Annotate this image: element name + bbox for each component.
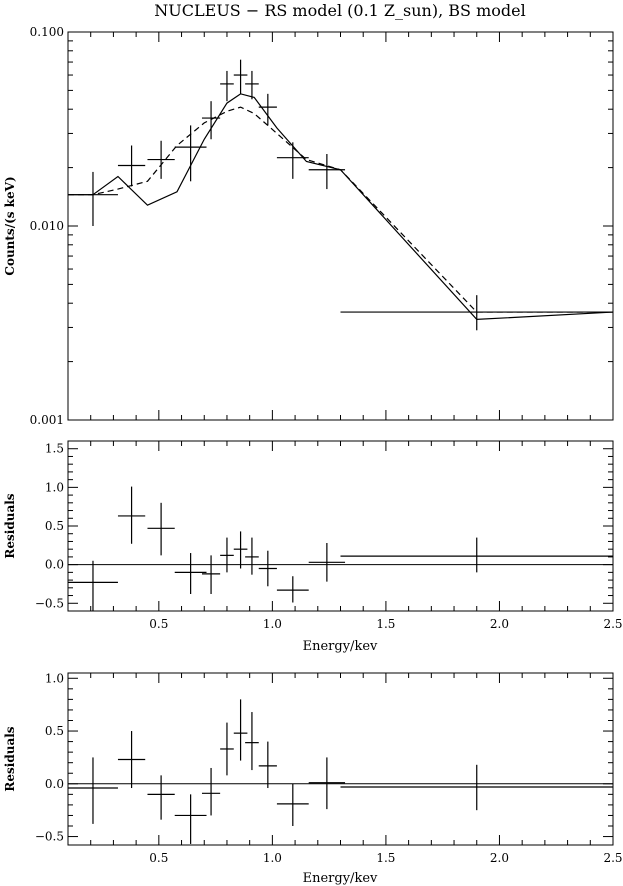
x-tick-label: 1.0 bbox=[263, 851, 282, 865]
data-point bbox=[308, 154, 346, 190]
data-point bbox=[276, 783, 309, 827]
data-point bbox=[68, 560, 118, 611]
y-tick-label: 0.5 bbox=[45, 724, 64, 738]
x-tick-label: 2.5 bbox=[603, 617, 622, 631]
x-tick-label: 0.5 bbox=[149, 851, 168, 865]
residuals-1-data-points bbox=[68, 486, 613, 611]
model-line-dashed bbox=[68, 106, 613, 313]
data-point bbox=[117, 145, 146, 187]
data-point bbox=[147, 775, 175, 820]
residuals-2-data-points bbox=[68, 699, 613, 844]
y-tick-label: 1.5 bbox=[45, 442, 64, 456]
data-point bbox=[201, 767, 221, 816]
x-tick-label: 0.5 bbox=[149, 617, 168, 631]
spectrum-ticks: 0.100 0.010 0.001 bbox=[30, 25, 613, 427]
spectrum-plot-frame bbox=[67, 31, 614, 421]
data-point bbox=[220, 722, 234, 776]
data-point bbox=[340, 537, 613, 573]
x-tick-label: 1.5 bbox=[376, 851, 395, 865]
data-point bbox=[258, 550, 277, 587]
data-point bbox=[117, 731, 146, 789]
x-tick-label: 2.5 bbox=[603, 851, 622, 865]
data-point bbox=[147, 140, 175, 179]
data-point bbox=[174, 553, 207, 594]
residuals-2-y-axis-label: Residuals bbox=[3, 726, 17, 791]
data-point bbox=[308, 757, 346, 810]
data-point bbox=[308, 543, 346, 582]
residuals-1-x-axis-label: Energy/kev bbox=[303, 639, 378, 654]
residuals-1-y-axis-label: Residuals bbox=[3, 493, 17, 558]
y-tick-label: 1.0 bbox=[45, 480, 64, 494]
data-point bbox=[201, 555, 221, 594]
y-tick-label: 1.0 bbox=[45, 671, 64, 685]
chart-title: NUCLEUS − RS model (0.1 Z_sun), BS model bbox=[154, 1, 525, 20]
y-tick-label: 0.0 bbox=[45, 777, 64, 791]
y-tick-label: 0.5 bbox=[45, 519, 64, 533]
data-point bbox=[245, 537, 259, 575]
residuals-2-plot-frame bbox=[67, 672, 614, 846]
x-tick-label: 2.0 bbox=[490, 851, 509, 865]
data-point bbox=[276, 142, 309, 179]
data-point bbox=[220, 537, 234, 573]
residuals-1-ticks: 0.5 1.0 1.5 2.0 2.5 −0.5 0.0 0.5 1.0 1.5 bbox=[35, 440, 623, 631]
data-point bbox=[245, 712, 259, 771]
data-point bbox=[174, 125, 207, 182]
y-tick-label: 0.001 bbox=[30, 413, 64, 427]
data-point bbox=[340, 295, 613, 331]
x-tick-label: 1.0 bbox=[263, 617, 282, 631]
residuals-2-x-axis-label: Energy/kev bbox=[303, 871, 378, 886]
spectrum-data-points bbox=[68, 59, 613, 331]
y-tick-label: −0.5 bbox=[35, 830, 64, 844]
spectrum-y-axis-label: Counts/(s keV) bbox=[3, 176, 17, 275]
data-point bbox=[233, 699, 248, 761]
y-tick-label: −0.5 bbox=[35, 596, 64, 610]
x-tick-label: 2.0 bbox=[490, 617, 509, 631]
data-point bbox=[174, 794, 207, 844]
data-point bbox=[233, 531, 248, 569]
y-tick-label: 0.100 bbox=[30, 25, 64, 39]
data-point bbox=[233, 59, 248, 94]
data-point bbox=[147, 502, 175, 556]
model-line-solid bbox=[68, 93, 614, 321]
data-point bbox=[220, 70, 234, 102]
y-tick-label: 0.0 bbox=[45, 558, 64, 572]
data-point bbox=[68, 171, 118, 226]
data-point bbox=[258, 741, 277, 789]
data-point bbox=[245, 70, 259, 100]
data-point bbox=[276, 576, 309, 603]
data-point bbox=[201, 101, 221, 140]
data-point bbox=[258, 93, 277, 126]
spectrum-models bbox=[68, 93, 614, 321]
residuals-2-ticks: 0.5 1.0 1.5 2.0 2.5 −0.5 0.0 0.5 1.0 bbox=[35, 671, 623, 865]
data-point bbox=[117, 486, 146, 544]
y-tick-label: 0.010 bbox=[30, 219, 64, 233]
x-tick-label: 1.5 bbox=[376, 617, 395, 631]
data-point bbox=[68, 757, 118, 824]
data-point bbox=[340, 764, 613, 811]
residuals-1-plot-frame bbox=[67, 440, 614, 612]
